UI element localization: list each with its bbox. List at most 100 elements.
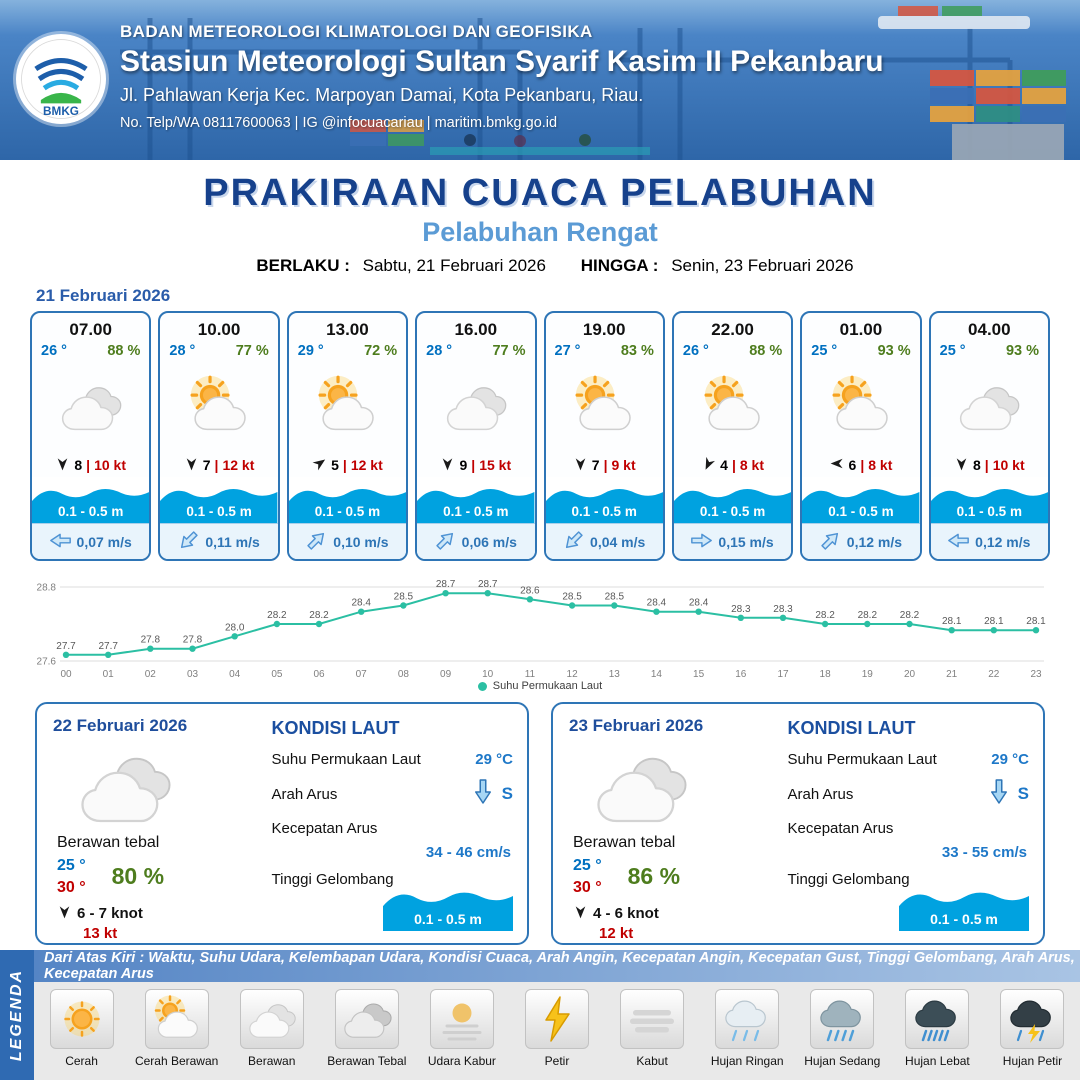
svg-text:28.2: 28.2 — [858, 610, 878, 621]
wind-direction-icon — [312, 456, 327, 474]
sea-conditions-panel: KONDISI LAUT Suhu Permukaan Laut 29 °C Arah… — [264, 714, 513, 933]
legend-item-hujan-petir: Hujan Petir — [985, 987, 1080, 1080]
wave-height: 0.1 - 0.5 m — [160, 477, 278, 523]
forecast-card-19.00: 19.00 27 ° 83 % 7 | 9 kt 0.1 - 0.5 m 0,04 m/s — [543, 311, 665, 561]
current-row: 0,06 m/s — [417, 523, 535, 559]
card-temp-rh: 29 ° 72 % — [289, 340, 406, 359]
cerah-berawan-icon — [802, 359, 919, 452]
berlaku-label: BERLAKU : — [256, 256, 350, 275]
kabut-icon — [620, 989, 685, 1049]
legend-item-label: Berawan Tebal — [327, 1054, 407, 1068]
current-direction-icon — [691, 533, 713, 551]
legend-item-hujan-ringan: Hujan Ringan — [700, 987, 795, 1080]
card-temp-rh: 28 ° 77 % — [417, 340, 534, 359]
current-speed: 0,10 m/s — [333, 533, 389, 550]
wind-speed: 5 — [331, 456, 339, 473]
berlaku-value: Sabtu, 21 Februari 2026 — [362, 256, 546, 275]
cerah-berawan-icon — [674, 359, 791, 452]
humidity: 83 % — [620, 343, 654, 359]
current-direction-icon — [306, 532, 327, 551]
wind-direction-icon — [701, 456, 716, 474]
day1-date: 21 Februari 2026 — [36, 286, 171, 305]
temp-min: 25 ° — [573, 857, 602, 874]
svg-text:27.8: 27.8 — [183, 635, 203, 646]
chart-legend: Suhu Permukaan Laut — [28, 680, 1052, 692]
wind-speed: 6 — [848, 456, 857, 473]
wind-direction-icon — [573, 456, 588, 474]
svg-text:00: 00 — [60, 669, 72, 679]
wave-height-label: Tinggi Gelombang — [271, 871, 394, 888]
legend-item-label: Hujan Petir — [1002, 1054, 1063, 1068]
humidity: 80 % — [111, 863, 165, 890]
humidity: 72 % — [364, 343, 398, 359]
svg-text:28.5: 28.5 — [394, 592, 414, 603]
air-temperature: 29 ° — [297, 343, 324, 359]
sea-conditions-panel: KONDISI LAUT Suhu Permukaan Laut 29 °C Arah… — [780, 714, 1029, 933]
temperature-block: 25 ° 30 ° 80 % — [57, 855, 264, 898]
wind-speed: 7 — [591, 456, 600, 473]
humidity: 93 % — [877, 343, 911, 359]
svg-text:10: 10 — [482, 669, 494, 679]
forecast-card-07.00: 07.00 26 ° 88 % 8 | 10 kt 0.1 - 0.5 m 0,07 m/s — [30, 311, 152, 561]
current-direction-icon — [948, 533, 970, 551]
svg-text:11: 11 — [525, 669, 536, 679]
sst-label: Suhu Permukaan Laut — [787, 751, 937, 768]
wave-height-value: 0.1 - 0.5 m — [314, 504, 381, 519]
port-name: Pelabuhan Rengat — [422, 217, 658, 247]
wind-gust-separator: | — [86, 456, 91, 473]
card-temp-rh: 28 ° 77 % — [160, 340, 277, 359]
legend-item-hujan-lebat: Hujan Lebat — [890, 987, 985, 1080]
wind-gust-separator: | — [603, 456, 608, 473]
svg-text:28.6: 28.6 — [520, 585, 540, 596]
current-row: 0,11 m/s — [160, 523, 278, 559]
humidity: 77 % — [235, 343, 269, 359]
wave-height-box: 0.1 - 0.5 m — [898, 879, 1029, 931]
legend-item-label: Petir — [544, 1054, 570, 1068]
humidity: 77 % — [492, 343, 526, 359]
wave-height: 0.1 - 0.5 m — [545, 477, 663, 523]
svg-text:28.4: 28.4 — [647, 598, 667, 609]
udara-kabur-icon — [429, 989, 494, 1049]
current-speed: 0,12 m/s — [846, 533, 903, 550]
svg-text:28.1: 28.1 — [984, 616, 1004, 627]
svg-text:15: 15 — [693, 669, 705, 679]
wind-gust: 10 kt — [94, 456, 126, 473]
svg-text:02: 02 — [145, 669, 157, 679]
wind-speed: 9 — [459, 456, 468, 473]
svg-text:04: 04 — [229, 669, 241, 679]
air-temperature: 26 ° — [682, 343, 709, 359]
wave-height: 0.1 - 0.5 m — [288, 477, 407, 523]
svg-text:17: 17 — [777, 669, 789, 679]
wind-row: 7 | 9 kt — [546, 452, 663, 477]
wind-direction-icon — [57, 904, 72, 923]
svg-text:28.3: 28.3 — [773, 604, 793, 615]
temp-min: 25 ° — [57, 857, 86, 874]
current-row: 0,10 m/s — [288, 523, 407, 559]
wind-direction-icon — [954, 456, 969, 474]
svg-text:09: 09 — [440, 669, 452, 679]
wind-gust: 15 kt — [479, 456, 512, 473]
wind-row: 8 | 10 kt — [931, 452, 1048, 477]
legend-item-berawan: Berawan — [224, 987, 319, 1080]
legend-title: LEGENDA — [8, 968, 26, 1062]
sea-conditions-title: KONDISI LAUT — [271, 718, 400, 738]
station-name: Stasiun Meteorologi Sultan Syarif Kasim … — [120, 45, 884, 78]
air-temperature: 26 ° — [41, 343, 67, 359]
svg-text:28.2: 28.2 — [267, 610, 287, 621]
wind-row: 9 | 15 kt — [417, 452, 534, 477]
wind-direction-icon — [440, 456, 455, 474]
current-speed-value: 34 - 46 cm/s — [425, 844, 511, 861]
wave-height-label: Tinggi Gelombang — [787, 871, 910, 888]
legend-items: Cerah Cerah Berawan Berawan Berawan Tebal Ud… — [34, 982, 1080, 1080]
forecast-card-10.00: 10.00 28 ° 77 % 7 | 12 kt 0.1 - 0.5 m 0,11 m/s — [158, 311, 280, 561]
wave-height-value: 0.1 - 0.5 m — [699, 504, 766, 519]
wind-row: 4 - 6 knot — [573, 904, 780, 923]
svg-text:28.1: 28.1 — [1026, 616, 1046, 627]
legend-item-label: Hujan Lebat — [905, 1054, 970, 1068]
current-direction-value: S — [501, 784, 513, 803]
svg-text:27.7: 27.7 — [56, 641, 76, 652]
legend-item-cerah-berawan: Cerah Berawan — [129, 987, 224, 1080]
card-time: 01.00 — [839, 320, 883, 339]
card-temp-rh: 25 ° 93 % — [802, 340, 919, 359]
card-temp-rh: 25 ° 93 % — [931, 340, 1048, 359]
